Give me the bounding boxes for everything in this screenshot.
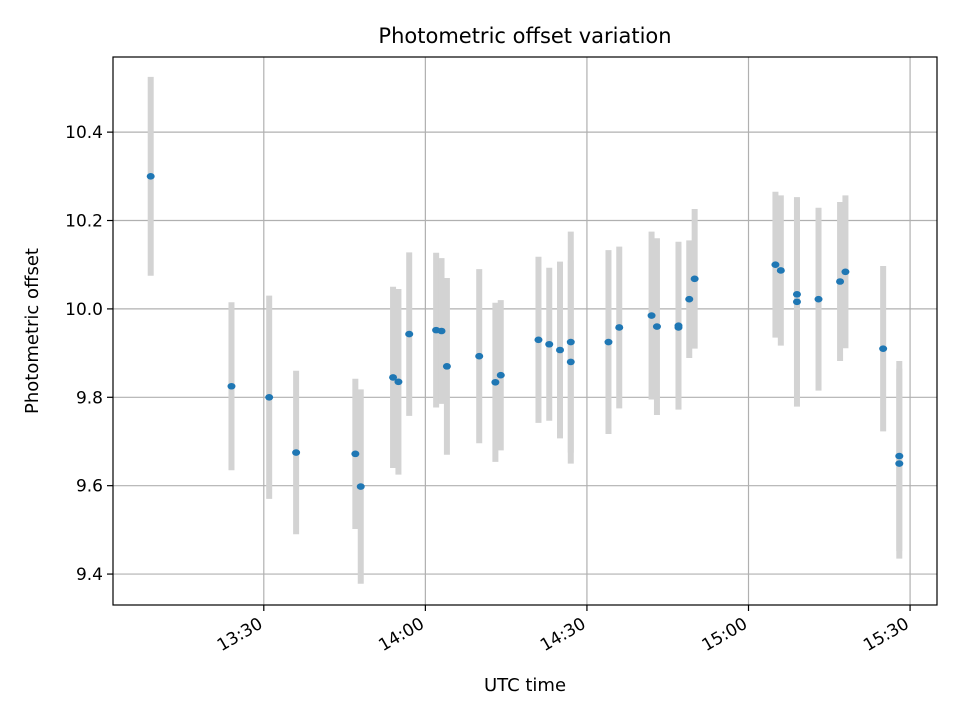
data-point: [792, 291, 801, 298]
data-point: [566, 358, 575, 366]
data-point: [545, 340, 554, 348]
data-point: [615, 324, 624, 331]
data-points: [146, 173, 904, 490]
data-point: [394, 378, 403, 386]
data-point: [776, 267, 785, 274]
data-point: [292, 449, 301, 456]
data-point: [647, 312, 656, 319]
data-point: [814, 295, 823, 303]
data-point: [652, 323, 661, 330]
data-point: [534, 336, 543, 344]
data-point: [836, 278, 845, 285]
data-point: [879, 345, 888, 352]
data-point: [356, 483, 365, 490]
data-point: [227, 382, 236, 390]
data-point: [841, 268, 850, 276]
data-point: [389, 374, 398, 381]
data-point: [690, 275, 699, 283]
y-axis-label: Photometric offset: [22, 248, 43, 414]
data-point: [895, 452, 904, 460]
y-tick-label: 10.2: [65, 212, 103, 232]
data-point: [146, 173, 155, 180]
data-point: [351, 450, 360, 458]
y-tick-label: 9.6: [76, 477, 103, 497]
data-point: [442, 363, 451, 370]
data-point: [685, 295, 694, 303]
y-tick-label: 10.0: [65, 300, 103, 320]
data-point: [566, 338, 575, 346]
data-point: [771, 261, 780, 269]
chart-title: Photometric offset variation: [378, 24, 671, 48]
y-axis: 9.4 9.6 9.8 10.0 10.2 10.4: [65, 123, 113, 585]
y-tick-label: 9.8: [76, 388, 103, 408]
y-tick-label: 9.4: [76, 565, 103, 585]
data-point: [604, 338, 613, 346]
x-axis-label: UTC time: [484, 675, 566, 696]
data-point: [405, 330, 414, 338]
plot-frame: [112, 56, 938, 606]
data-point: [496, 371, 505, 379]
data-point: [475, 352, 484, 360]
data-point: [895, 460, 904, 467]
data-point: [491, 378, 500, 386]
data-point: [556, 346, 565, 354]
data-point: [792, 298, 801, 306]
data-point: [265, 393, 274, 401]
data-point: [674, 322, 683, 329]
y-tick-label: 10.4: [65, 123, 103, 143]
data-point: [437, 327, 446, 335]
